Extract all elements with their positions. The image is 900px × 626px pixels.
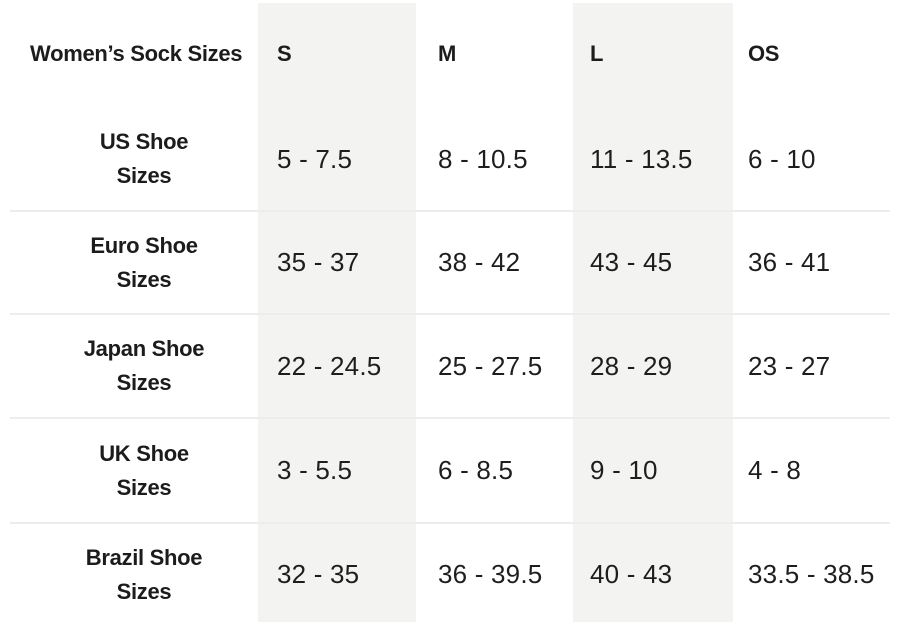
row-label-us-shoe-sizes: US Shoe Sizes [0, 107, 258, 211]
size-cell-brazil-m: 36 - 39.5 [438, 559, 543, 589]
column-header-s: S [277, 40, 292, 66]
row-divider [10, 313, 890, 315]
row-divider [10, 417, 890, 419]
size-cell-euro-os: 36 - 41 [748, 247, 831, 277]
row-label-uk-shoe-sizes: UK Shoe Sizes [0, 418, 258, 523]
row-label-line: Sizes [116, 474, 172, 500]
size-cell-euro-m: 38 - 42 [438, 247, 521, 277]
size-cell-euro-l: 43 - 45 [590, 247, 673, 277]
size-cell-us-s: 5 - 7.5 [277, 143, 353, 174]
row-label-line: UK Shoe [99, 440, 189, 466]
size-cell-uk-m: 6 - 8.5 [438, 455, 514, 485]
row-label-euro-shoe-sizes: Euro Shoe Sizes [0, 211, 258, 314]
row-label-line: Sizes [116, 370, 172, 395]
size-cell-us-m: 8 - 10.5 [438, 143, 528, 174]
row-label-line: Euro Shoe [90, 232, 198, 258]
size-cell-uk-l: 9 - 10 [590, 455, 658, 485]
table-title: Women’s Sock Sizes [30, 40, 243, 66]
size-cell-japan-l: 28 - 29 [590, 350, 673, 381]
row-divider [10, 522, 890, 524]
row-label-brazil-shoe-sizes: Brazil Shoe Sizes [0, 523, 258, 626]
size-cell-us-os: 6 - 10 [748, 143, 816, 174]
size-cell-japan-os: 23 - 27 [748, 350, 831, 381]
size-cell-us-l: 11 - 13.5 [590, 143, 693, 174]
row-label-line: US Shoe [99, 129, 189, 154]
column-header-os: OS [748, 40, 780, 66]
row-divider [10, 210, 890, 212]
column-header-l: L [590, 40, 604, 66]
size-cell-uk-os: 4 - 8 [748, 455, 802, 485]
column-header-m: M [438, 40, 457, 66]
size-cell-brazil-s: 32 - 35 [277, 559, 360, 589]
row-label-line: Japan Shoe [83, 336, 205, 361]
size-cell-japan-m: 25 - 27.5 [438, 350, 543, 381]
size-cell-japan-s: 22 - 24.5 [277, 350, 382, 381]
size-cell-euro-s: 35 - 37 [277, 247, 360, 277]
row-label-line: Sizes [116, 266, 172, 292]
row-label-line: Sizes [116, 163, 172, 188]
size-cell-brazil-os: 33.5 - 38.5 [748, 559, 875, 589]
row-label-line: Brazil Shoe [85, 544, 203, 570]
row-label-line: Sizes [116, 578, 172, 604]
size-cell-uk-s: 3 - 5.5 [277, 455, 353, 485]
size-cell-brazil-l: 40 - 43 [590, 559, 673, 589]
shaded-column-band-s [258, 3, 416, 622]
shaded-column-band-l [573, 3, 733, 622]
row-label-japan-shoe-sizes: Japan Shoe Sizes [0, 314, 258, 418]
